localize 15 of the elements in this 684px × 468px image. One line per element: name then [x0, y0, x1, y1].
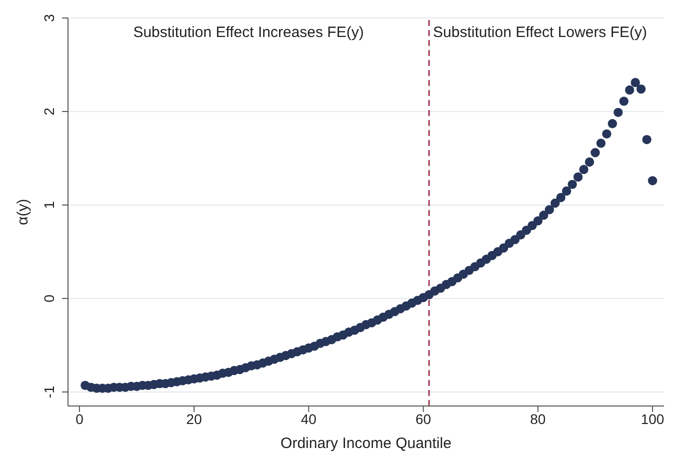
y-tick-label: 1 [41, 200, 57, 209]
x-tick-label: 60 [416, 410, 432, 427]
annotation: Substitution Effect Lowers FE(y) [433, 24, 648, 41]
y-tick-label: -1 [41, 386, 57, 398]
annotation: Substitution Effect Increases FE(y) [132, 24, 365, 41]
y-axis-title: α(y) [14, 198, 32, 226]
x-tick-label: 20 [186, 410, 202, 427]
x-tick-label: 80 [530, 410, 546, 427]
y-tick-label: 2 [41, 107, 57, 116]
x-tick-label: 100 [640, 410, 664, 427]
y-tick-label: 0 [41, 294, 57, 302]
x-tick-label: 40 [300, 410, 317, 427]
x-axis-title: Ordinary Income Quantile [280, 435, 452, 452]
y-tick-label: 3 [41, 14, 57, 22]
x-tick-label: 0 [76, 410, 84, 427]
